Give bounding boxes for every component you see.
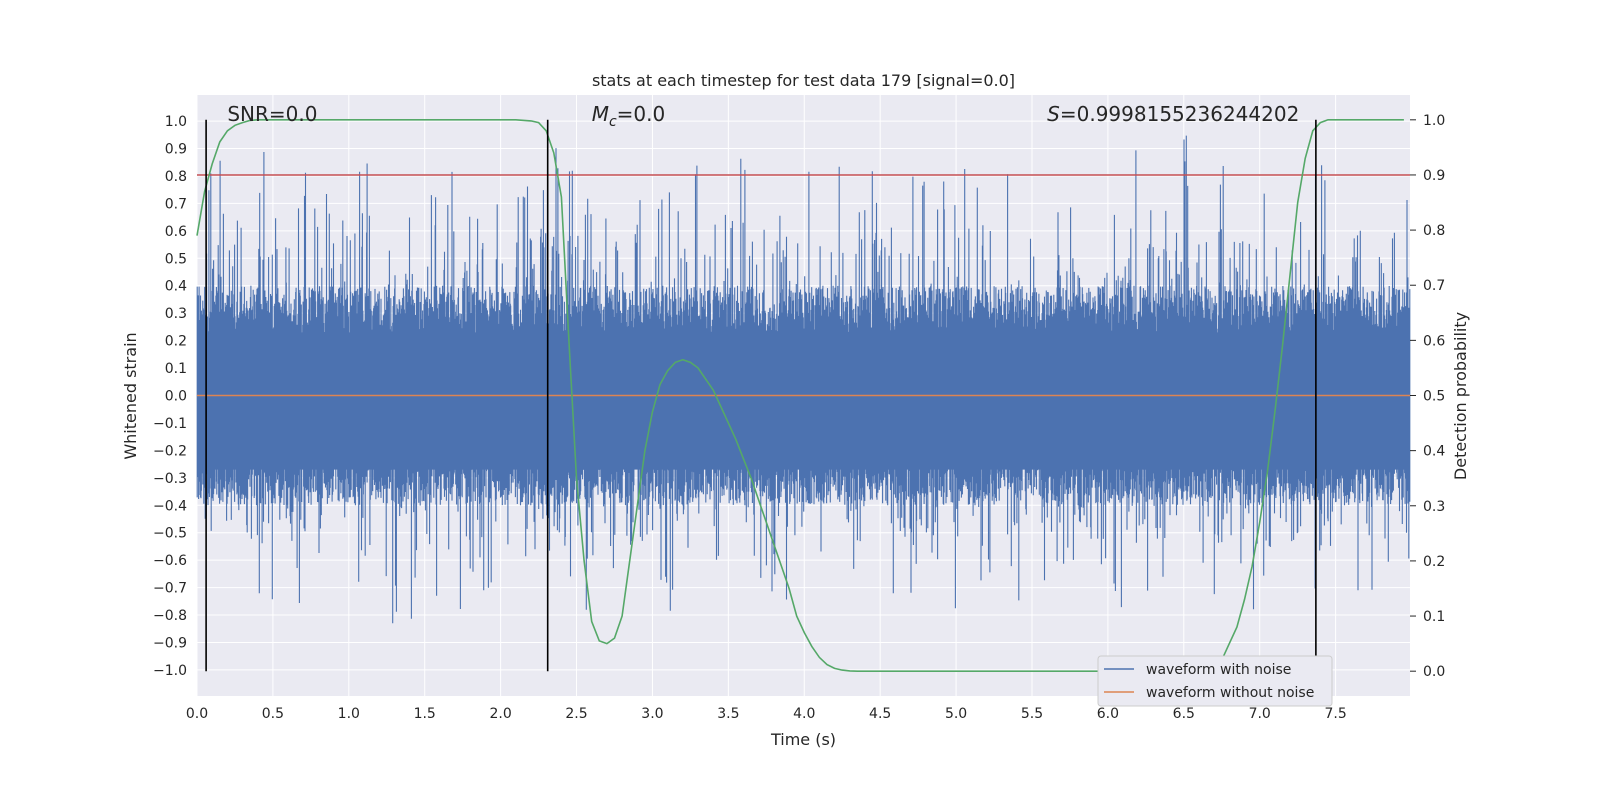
y-tick-label: −0.1 [153,416,187,432]
y-tick-label: −0.9 [153,635,187,651]
y2-tick-label: 0.3 [1423,499,1445,515]
y2-tick-label: 0.7 [1423,278,1445,294]
legend-label-noise: waveform with noise [1146,662,1291,678]
x-tick-label: 5.0 [945,706,967,722]
probability-trace [196,119,1404,673]
y2-tick-label: 0.4 [1423,444,1445,460]
x-tick-label: 6.0 [1097,706,1119,722]
x-tick-label: 5.5 [1021,706,1043,722]
x-tick-label: 2.0 [489,706,511,722]
legend: waveform with noise waveform without noi… [1097,655,1333,707]
x-tick-label: 3.0 [641,706,663,722]
x-tick-label: 7.5 [1324,706,1346,722]
y2-tick-label: 0.0 [1423,664,1445,680]
y-tick-label: 0.3 [165,306,187,322]
y-tick-label: 0.8 [165,169,187,185]
y-tick-label: −0.8 [153,608,187,624]
y-tick-label: −1.0 [153,663,187,679]
y2-tick-label: 0.1 [1423,609,1445,625]
y-tick-label: −0.6 [153,553,187,569]
x-tick-label: 4.0 [793,706,815,722]
annotation-mc: Mc=0.0 [592,102,666,130]
y2-tick-label: 1.0 [1423,113,1445,129]
y2-tick-label: 0.5 [1423,389,1445,405]
x-tick-label: 6.5 [1173,706,1195,722]
y2-tick-label: 0.6 [1423,333,1445,349]
y-tick-label: 1.0 [165,114,187,130]
annotation-s: S=0.9998155236244202 [1047,102,1299,126]
y2-axis-ticks: 1.0 0.9 0.8 0.7 0.6 0.5 0.4 0.3 0.2 0.1 0.0 [1410,113,1445,680]
noise-waveform [196,135,1411,624]
y2-tick-label: 0.8 [1423,223,1445,239]
y-tick-label: −0.7 [153,581,187,597]
y-tick-label: −0.4 [153,498,187,514]
y2-tick-label: 0.9 [1423,168,1445,184]
x-tick-label: 0.5 [262,706,284,722]
y-axis-label: Whitened strain [121,332,140,459]
y-tick-label: 0.7 [165,196,187,212]
y-tick-label: −0.3 [153,471,187,487]
x-tick-label: 7.0 [1249,706,1271,722]
x-tick-label: 2.5 [565,706,587,722]
chart-title: stats at each timestep for test data 179… [592,71,1015,90]
detection-probability [196,119,1404,673]
x-tick-label: 1.5 [414,706,436,722]
x-axis-ticks: 0.0 0.5 1.0 1.5 2.0 2.5 3.0 3.5 4.0 4.5 5.0 5.5 6.0 6… [186,706,1347,722]
x-axis-label: Time (s) [770,730,836,749]
y2-tick-label: 0.2 [1423,554,1445,570]
y-tick-label: 0.5 [165,251,187,267]
vertical-markers [205,119,1317,672]
y-tick-label: 0.6 [165,224,187,240]
y-tick-label: 0.2 [165,334,187,350]
y2-axis-label: Detection probability [1451,312,1470,480]
x-tick-label: 0.0 [186,706,208,722]
x-tick-label: 4.5 [869,706,891,722]
x-tick-label: 3.5 [717,706,739,722]
y-tick-label: 0.0 [165,389,187,405]
annotations: SNR=0.0 Mc=0.0 S=0.9998155236244202 [227,102,1299,130]
y-tick-label: 0.4 [165,279,187,295]
annotation-snr: SNR=0.0 [227,102,317,126]
y-axis-ticks: 1.0 0.9 0.8 0.7 0.6 0.5 0.4 0.3 0.2 0.1 0.0 −0.1 −0.… [153,114,187,679]
legend-label-clean: waveform without noise [1146,685,1314,701]
y-tick-label: 0.1 [165,361,187,377]
noise-core [197,332,1410,470]
y-tick-label: −0.2 [153,443,187,459]
y-tick-label: 0.9 [165,142,187,158]
legend-box [1097,655,1333,707]
x-tick-label: 1.0 [338,706,360,722]
y-tick-label: −0.5 [153,526,187,542]
